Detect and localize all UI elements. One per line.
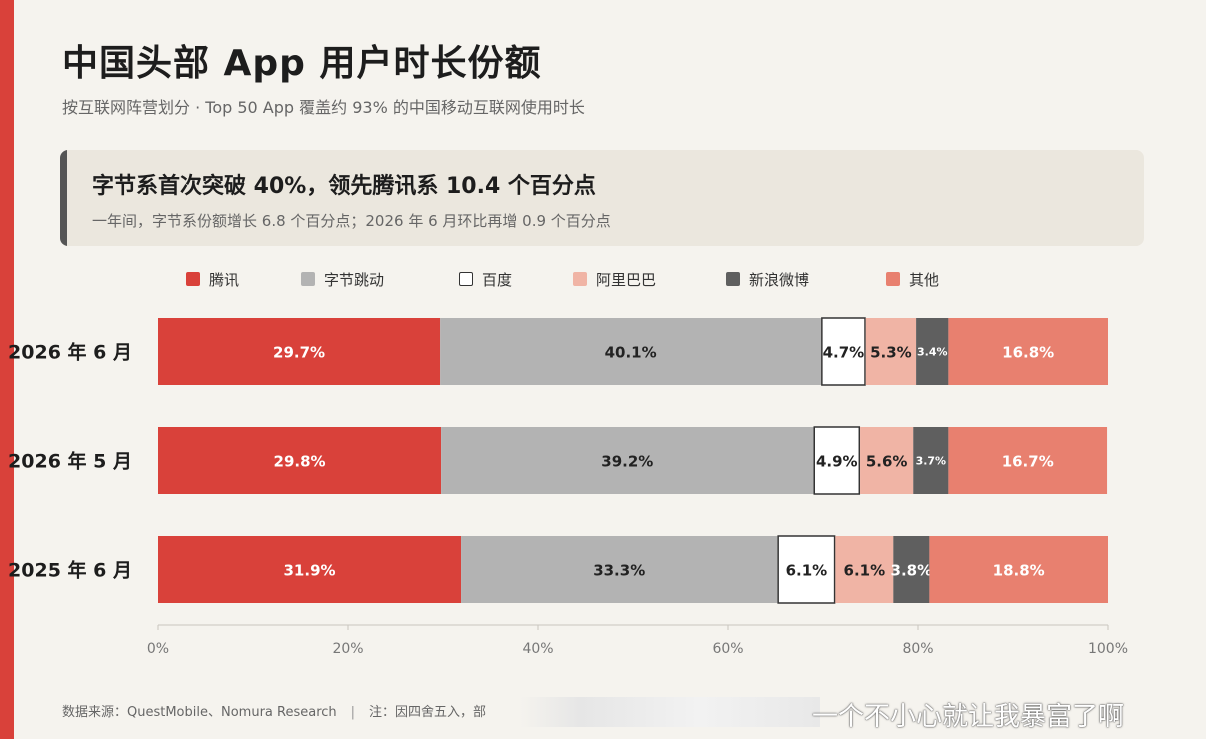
callout-box: 字节系首次突破 40%，领先腾讯系 10.4 个百分点 一年间，字节系份额增长 … xyxy=(60,150,1144,246)
bar-segment xyxy=(948,318,1108,385)
bar-segment xyxy=(158,427,442,494)
legend-swatch xyxy=(573,272,587,286)
bar-segment xyxy=(929,536,1108,603)
category-label: 2026 年 6 月 xyxy=(8,341,132,364)
legend-item: 其他 xyxy=(886,268,939,290)
data-label: 39.2% xyxy=(601,453,653,471)
data-label: 29.7% xyxy=(273,344,325,362)
data-label: 4.9% xyxy=(816,453,858,471)
accent-stripe xyxy=(0,0,14,739)
bar-segment xyxy=(948,427,1108,494)
data-label: 3.7% xyxy=(916,455,947,468)
data-label: 29.8% xyxy=(274,453,326,471)
bar-segment xyxy=(860,427,914,494)
bar-segment xyxy=(865,318,917,385)
legend-swatch xyxy=(726,272,740,286)
data-label: 16.7% xyxy=(1002,453,1054,471)
footer-source: 数据来源：QuestMobile、Nomura Research xyxy=(62,705,337,720)
watermark-text: 一个不小心就让我暴富了啊 xyxy=(812,702,1125,732)
legend-label: 新浪微博 xyxy=(749,270,810,289)
bar-segment xyxy=(821,317,866,386)
data-label: 5.6% xyxy=(866,453,908,471)
bar-segment xyxy=(440,318,822,385)
data-label: 3.4% xyxy=(917,346,948,359)
legend-swatch xyxy=(186,272,200,286)
data-label: 33.3% xyxy=(593,562,645,580)
legend-label: 百度 xyxy=(482,270,513,289)
legend-swatch xyxy=(886,272,900,286)
bar-segment xyxy=(777,535,836,604)
legend-item: 腾讯 xyxy=(186,268,239,290)
page-subtitle: 按互联网阵营划分 · Top 50 App 覆盖约 93% 的中国移动互联网使用… xyxy=(62,98,585,117)
bar-segment xyxy=(158,318,441,385)
page-title: 中国头部 App 用户时长份额 xyxy=(62,43,542,84)
footer-note: 注：因四舍五入，部 xyxy=(369,705,487,720)
callout-accent-bar xyxy=(60,150,67,246)
category-label: 2025 年 6 月 xyxy=(8,559,132,582)
legend-label: 其他 xyxy=(909,270,940,289)
bar-segment xyxy=(441,427,814,494)
footer-separator: | xyxy=(350,705,356,720)
callout-detail: 一年间，字节系份额增长 6.8 个百分点；2026 年 6 月环比再增 0.9 … xyxy=(92,212,611,230)
data-label: 18.8% xyxy=(993,562,1045,580)
data-label: 31.9% xyxy=(284,562,336,580)
x-tick-label: 100% xyxy=(1088,641,1128,657)
x-tick-label: 80% xyxy=(902,641,933,657)
data-label: 5.3% xyxy=(870,344,912,362)
legend-item: 阿里巴巴 xyxy=(573,268,656,290)
data-label: 6.1% xyxy=(786,562,828,580)
bar-segment xyxy=(461,536,778,603)
data-label: 4.7% xyxy=(823,344,865,362)
data-label: 3.8% xyxy=(891,562,933,580)
x-tick-label: 60% xyxy=(712,641,743,657)
legend-label: 字节跳动 xyxy=(324,270,385,289)
x-tick-label: 20% xyxy=(332,641,363,657)
legend-swatch xyxy=(459,272,473,286)
footer: 数据来源：QuestMobile、Nomura Research | 注：因四舍五入… xyxy=(62,701,486,720)
legend-swatch xyxy=(301,272,315,286)
data-label: 6.1% xyxy=(844,562,886,580)
callout-headline: 字节系首次突破 40%，领先腾讯系 10.4 个百分点 xyxy=(92,174,596,199)
bar-segment xyxy=(835,536,894,603)
bar-segment xyxy=(916,318,949,385)
x-tick-label: 40% xyxy=(522,641,553,657)
category-label: 2026 年 5 月 xyxy=(8,450,132,473)
bar-segment xyxy=(913,427,949,494)
legend-item: 百度 xyxy=(459,268,512,290)
legend-item: 字节跳动 xyxy=(301,268,384,290)
bar-segment xyxy=(158,536,462,603)
legend-label: 阿里巴巴 xyxy=(596,270,657,289)
bar-segment xyxy=(893,536,930,603)
legend-item: 新浪微博 xyxy=(726,268,809,290)
data-label: 40.1% xyxy=(605,344,657,362)
legend-label: 腾讯 xyxy=(209,270,240,289)
watermark-backdrop xyxy=(520,697,820,727)
bar-segment xyxy=(813,426,861,495)
x-tick-label: 0% xyxy=(147,641,169,657)
data-label: 16.8% xyxy=(1002,344,1054,362)
